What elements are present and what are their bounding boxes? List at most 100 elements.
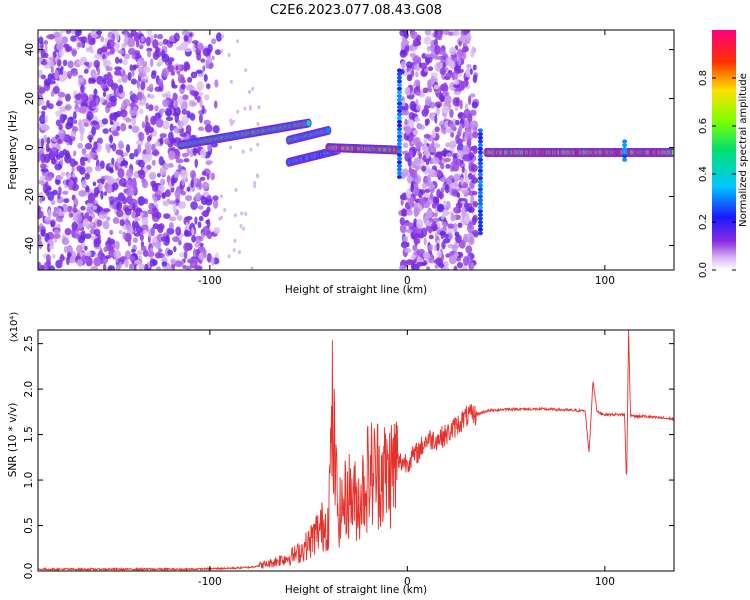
noise-blob — [102, 58, 108, 68]
noise-blob — [127, 197, 133, 204]
noise-blob — [84, 245, 88, 251]
noise-blob — [125, 179, 133, 190]
noise-blob — [44, 115, 49, 123]
noise-blob — [38, 86, 46, 94]
noise-blob — [98, 182, 103, 192]
noise-blob — [59, 132, 66, 140]
noise-blob — [109, 46, 115, 55]
noise-blob — [138, 169, 146, 180]
noise-blob — [471, 164, 478, 172]
noise-blob — [170, 258, 177, 265]
noise-blob — [89, 99, 97, 108]
noise-blob — [158, 58, 163, 67]
noise-blob — [130, 78, 138, 85]
x-tick-label: 100 — [595, 576, 615, 588]
noise-blob — [433, 142, 441, 149]
noise-blob — [38, 210, 44, 219]
noise-blob — [147, 251, 155, 258]
noise-blob — [157, 41, 164, 47]
noise-blob — [108, 238, 116, 245]
streak-mark — [396, 86, 402, 91]
y-tick-label: 0 — [24, 144, 36, 151]
noise-blob — [137, 91, 143, 98]
noise-blob — [409, 149, 414, 159]
noise-blob — [106, 144, 111, 154]
noise-blob — [423, 137, 427, 147]
noise-blob — [451, 53, 458, 63]
noise-blob — [163, 213, 171, 219]
noise-blob — [146, 135, 152, 143]
noise-blob — [123, 182, 127, 188]
noise-blob — [213, 227, 221, 235]
noise-blob — [166, 227, 175, 235]
noise-blob — [151, 143, 156, 152]
noise-blob — [461, 166, 465, 174]
noise-blob — [88, 61, 93, 68]
y-tick-label: 20 — [24, 92, 36, 105]
noise-blob — [453, 65, 461, 75]
noise-blob — [77, 60, 86, 66]
noise-blob — [118, 261, 122, 269]
noise-blob — [76, 222, 83, 230]
streak-mark — [396, 75, 402, 80]
noise-blob — [178, 201, 186, 209]
noise-blob — [134, 217, 142, 222]
noise-blob — [109, 120, 114, 125]
noise-blob — [399, 217, 406, 226]
noise-blob — [71, 165, 75, 173]
noise-blob — [141, 121, 146, 129]
noise-blob — [86, 202, 94, 207]
noise-blob — [97, 250, 104, 260]
noise-blob — [41, 110, 46, 117]
streak-mark — [396, 79, 402, 84]
noise-blob — [114, 56, 120, 64]
noise-blob — [129, 152, 135, 160]
noise-blob — [127, 71, 132, 81]
noise-blob — [132, 237, 138, 243]
x-tick-label: -100 — [198, 275, 222, 287]
noise-blob — [55, 179, 61, 185]
noise-blob — [43, 262, 48, 270]
streak-mark — [396, 167, 402, 172]
noise-blob — [113, 250, 122, 259]
noise-blob — [78, 189, 87, 197]
noise-blob — [91, 120, 99, 126]
noise-blob — [441, 241, 446, 250]
noise-blob — [439, 84, 445, 91]
noise-blob — [78, 118, 82, 129]
streak-mark — [477, 190, 483, 195]
streak-mark — [396, 116, 402, 121]
noise-blob — [112, 217, 120, 224]
noise-blob — [106, 184, 113, 194]
y-tick-label: 1.5 — [23, 426, 35, 443]
y-tick-label: 2.0 — [23, 381, 35, 398]
noise-blob — [194, 242, 200, 248]
noise-blob — [140, 241, 145, 247]
noise-blob — [69, 176, 76, 181]
noise-blob — [80, 92, 87, 102]
noise-blob — [114, 240, 120, 251]
noise-blob — [175, 158, 184, 164]
noise-blob — [141, 216, 149, 225]
streak-mark — [396, 94, 402, 99]
noise-blob — [195, 69, 203, 74]
noise-blob — [183, 250, 188, 260]
noise-blob — [111, 33, 116, 43]
noise-blob — [58, 72, 67, 83]
noise-blob — [229, 118, 233, 123]
noise-blob — [91, 126, 97, 136]
x-tick-label: 0 — [404, 275, 411, 287]
noise-blob — [111, 157, 115, 165]
noise-blob — [450, 214, 457, 221]
noise-blob — [449, 108, 454, 118]
noise-blob — [188, 36, 193, 44]
noise-blob — [167, 162, 174, 168]
noise-blob — [202, 248, 207, 258]
noise-blob — [61, 237, 70, 245]
noise-blob — [113, 112, 120, 118]
noise-blob — [415, 71, 419, 78]
streak-mark — [477, 179, 483, 184]
noise-blob — [189, 89, 196, 96]
noise-blob — [460, 176, 464, 186]
noise-blob — [116, 209, 124, 218]
